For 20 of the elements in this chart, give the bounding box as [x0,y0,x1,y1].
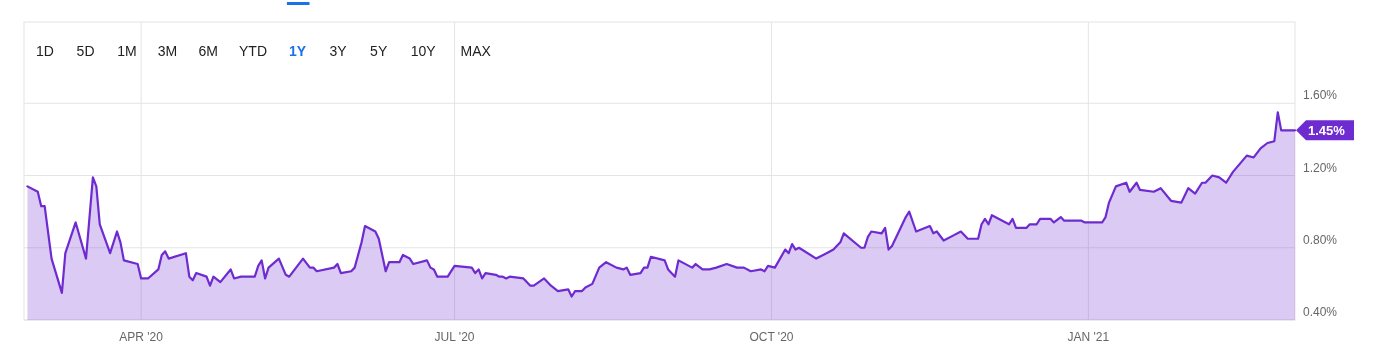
y-tick-label: 1.20% [1303,160,1338,175]
y-tick-label: 0.80% [1303,232,1338,247]
x-tick-label: OCT '20 [749,330,794,344]
annotation: 1.45% [1308,123,1346,139]
annotation: 5D [76,43,95,59]
annotation: 1D [36,43,54,59]
x-tick-label: JAN '21 [1067,330,1110,344]
annotation: YTD [239,43,267,59]
annotation: 1M [117,43,137,59]
annotation: MAX [460,43,492,59]
annotation: 3M [157,43,178,59]
x-tick-label: JUL '20 [434,330,475,344]
annotation: 10Y [410,43,437,59]
annotation: 3Y [329,43,348,59]
x-tick-label: APR '20 [119,330,164,344]
y-tick-label: 0.40% [1303,305,1338,319]
annotation: 6M [198,43,218,59]
annotation: 5Y [370,43,388,59]
annotation: 1Y [288,43,307,59]
y-tick-label: 1.60% [1303,88,1338,103]
